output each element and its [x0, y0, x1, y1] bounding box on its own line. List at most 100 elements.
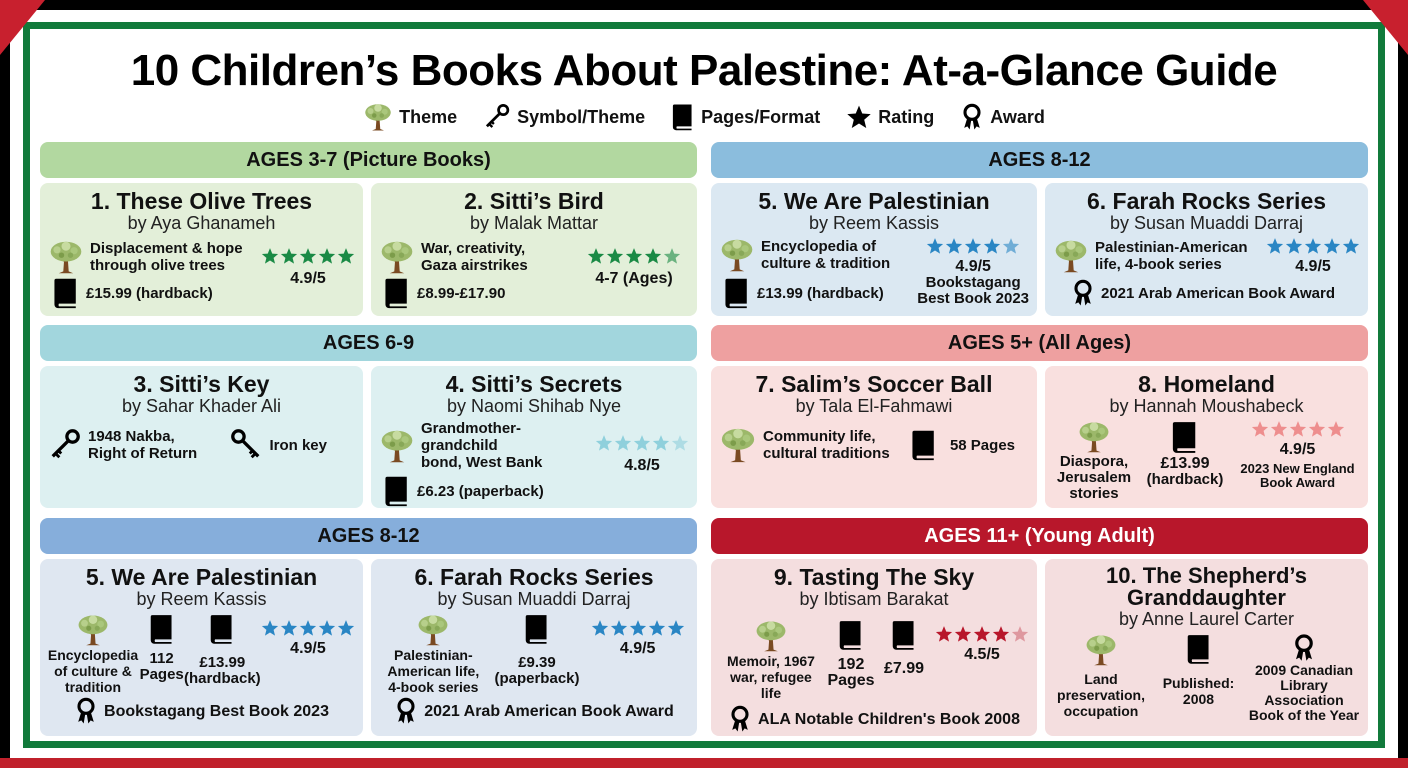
award-ribbon-icon — [74, 697, 98, 725]
book-card-2: 2. Sitti’s Bird by Malak Mattar War, cre… — [371, 183, 697, 316]
award-ribbon-icon — [960, 103, 984, 131]
star-icon — [1285, 237, 1303, 255]
star-icon — [1308, 420, 1326, 438]
corner-triangle-left — [0, 0, 45, 55]
book-format: £13.99 (hardback) — [757, 284, 884, 302]
award-ribbon-icon — [394, 697, 418, 725]
star-icon — [299, 247, 317, 265]
book-title: 1. These Olive Trees — [90, 188, 313, 214]
book-theme: war, refugee life — [730, 669, 812, 701]
book-icon — [1186, 633, 1212, 665]
star-icon — [1270, 420, 1288, 438]
book-theme: stories — [1069, 485, 1119, 502]
book-author: by Sahar Khader Ali — [121, 396, 282, 416]
book-award: Book Award — [1259, 475, 1336, 490]
book-icon — [52, 277, 80, 309]
book-format: £13.99 — [199, 654, 246, 671]
star-icon — [992, 625, 1010, 643]
star-icon — [595, 434, 613, 452]
star-icon — [945, 237, 963, 255]
star-icon — [667, 619, 685, 637]
book-award: 2021 Arab American Book Award — [424, 702, 674, 720]
rating-stars — [591, 619, 685, 637]
star-icon — [587, 247, 605, 265]
book-title: 3. Sitti’s Key — [133, 371, 270, 397]
star-icon — [846, 104, 872, 130]
star-icon — [1304, 237, 1322, 255]
book-format: (paperback) — [494, 670, 580, 687]
book-award: Best Book 2023 — [917, 290, 1029, 307]
book-theme: bond, West Bank — [421, 454, 543, 471]
book-theme: Community life, — [763, 428, 876, 445]
book-format: £13.99 — [1160, 455, 1210, 472]
book-icon — [149, 613, 175, 645]
book-award: Library — [1280, 677, 1328, 693]
book-title: 9. Tasting The Sky — [773, 564, 975, 590]
book-theme: Palestinian-American — [1095, 239, 1248, 256]
book-theme: Displacement & hope — [90, 240, 243, 257]
book-card-7: 7. Salim’s Soccer Ball by Tala El-Fahmaw… — [711, 366, 1037, 508]
book-theme: Diaspora, — [1059, 453, 1129, 470]
star-icon — [261, 619, 279, 637]
legend-label: Rating — [878, 106, 935, 127]
section-header-ages-6-9: AGES 6-9 — [40, 325, 697, 361]
book-rating: 4.9/5 — [1295, 258, 1331, 275]
book-rating: 4.9/5 — [619, 640, 656, 657]
book-rating: 4.8/5 — [624, 457, 660, 474]
book-rating: 4.9/5 — [1279, 441, 1316, 458]
book-title: 6. Farah Rocks Series — [414, 564, 654, 590]
star-icon — [280, 247, 298, 265]
star-half-icon — [671, 434, 689, 452]
book-icon — [209, 613, 235, 645]
star-icon — [1327, 420, 1345, 438]
book-award: 2009 Canadian — [1254, 662, 1354, 678]
star-icon — [644, 247, 662, 265]
book-icon — [671, 103, 695, 131]
book-theme: Gaza airstrikes — [421, 257, 528, 274]
book-award: Association — [1264, 692, 1344, 708]
olive-tree-icon — [1053, 238, 1089, 274]
book-award: Bookstagang Best Book 2023 — [104, 702, 329, 720]
book-symbol: Iron key — [269, 436, 327, 454]
star-icon — [280, 619, 298, 637]
book-format: £6.23 (paperback) — [417, 482, 544, 500]
rating-stars — [261, 619, 355, 637]
book-card-9: 9. Tasting The Sky by Ibtisam Barakat Me… — [711, 559, 1037, 736]
olive-tree-icon — [719, 426, 757, 464]
section-header-ages-8-12-bottom: AGES 8-12 — [40, 518, 697, 554]
star-icon — [606, 247, 624, 265]
book-author: by Tala El-Fahmawi — [795, 396, 953, 416]
star-icon — [935, 625, 953, 643]
star-icon — [591, 619, 609, 637]
book-format: £7.99 — [883, 660, 925, 677]
star-icon — [648, 619, 666, 637]
book-title: 6. Farah Rocks Series — [1086, 188, 1327, 214]
book-title: 4. Sitti’s Secrets — [445, 371, 623, 397]
book-card-1: 1. These Olive Trees by Aya Ghanameh Dis… — [40, 183, 363, 316]
book-pages: Pages — [827, 672, 875, 689]
olive-tree-icon — [1076, 420, 1112, 454]
book-icon — [383, 475, 411, 507]
book-title: 5. We Are Palestinian — [85, 564, 318, 590]
book-theme: tradition — [65, 679, 121, 695]
book-author: by Naomi Shihab Nye — [446, 396, 622, 416]
book-icon — [524, 613, 550, 645]
book-theme: through olive trees — [90, 257, 226, 274]
book-theme: life, 4-book series — [1095, 256, 1222, 273]
legend-symbol: Symbol/Theme — [483, 103, 645, 131]
book-card-6-detailed: 6. Farah Rocks Series by Susan Muaddi Da… — [371, 559, 697, 736]
book-rating: 4.5/5 — [964, 646, 1000, 663]
book-icon — [891, 619, 917, 651]
star-icon — [337, 619, 355, 637]
key-icon — [229, 428, 263, 462]
book-pages: 58 Pages — [949, 436, 1015, 454]
book-card-10: 10. The Shepherd’s Granddaughter by Anne… — [1045, 559, 1368, 736]
frame-red-band — [0, 758, 1408, 768]
book-title: 7. Salim’s Soccer Ball — [755, 371, 993, 397]
legend-label: Theme — [399, 106, 458, 127]
olive-tree-icon — [379, 239, 415, 275]
book-title: 8. Homeland — [1138, 371, 1275, 397]
book-icon — [1171, 420, 1199, 454]
book-ages: 4-7 (Ages) — [595, 270, 673, 287]
legend: Theme Symbol/Theme Pages/Format Rating A… — [0, 102, 1408, 132]
